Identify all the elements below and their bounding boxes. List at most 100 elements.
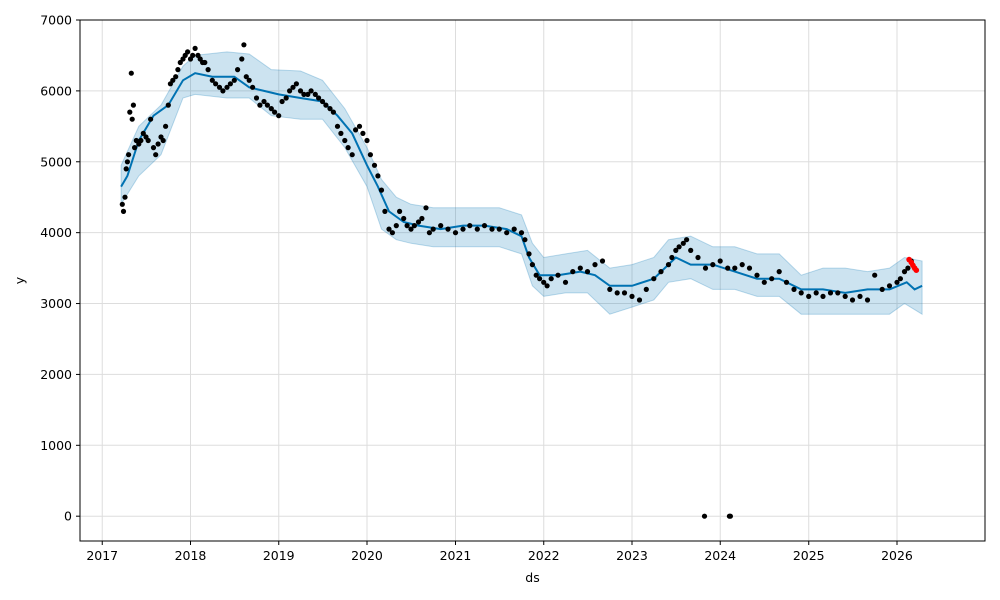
observed-point	[308, 88, 314, 94]
observed-point	[246, 77, 252, 83]
observed-point	[213, 81, 219, 87]
observed-point	[511, 226, 517, 232]
observed-point	[316, 95, 322, 101]
observed-point	[264, 102, 270, 108]
forecast-line-path	[120, 72, 923, 294]
observed-point	[220, 88, 226, 94]
observed-point	[727, 513, 734, 519]
observed-point	[584, 269, 591, 275]
observed-point	[562, 279, 569, 285]
observed-point	[411, 223, 417, 229]
observed-point	[636, 297, 643, 303]
observed-point	[250, 84, 256, 90]
observed-point	[268, 106, 274, 112]
y-tick-label: 3000	[40, 296, 72, 311]
observed-point	[353, 127, 359, 133]
x-tick-label: 2024	[704, 548, 736, 563]
observed-point	[806, 293, 812, 299]
y-tick-label: 4000	[40, 225, 72, 240]
observed-point	[864, 297, 871, 303]
observed-point	[345, 145, 351, 151]
observed-point	[155, 141, 161, 147]
observed-point	[327, 106, 333, 112]
observed-point	[130, 102, 136, 108]
y-tick-label: 2000	[40, 367, 72, 382]
observed-point	[128, 70, 134, 76]
observed-point	[224, 84, 230, 90]
observed-point	[701, 513, 708, 519]
observed-point	[243, 74, 249, 80]
observed-point	[438, 223, 444, 229]
observed-point	[122, 194, 128, 200]
observed-point	[216, 84, 223, 90]
observed-point	[518, 230, 525, 236]
observed-point	[651, 276, 657, 282]
observed-point	[378, 187, 385, 193]
uncertainty-band	[120, 51, 923, 316]
observed-point	[905, 265, 911, 271]
observed-point	[555, 272, 561, 278]
observed-point	[522, 237, 528, 243]
observed-point	[676, 244, 682, 250]
x-tick-label: 2017	[86, 548, 118, 563]
axis-ticks: 2017 2018 2019 2020 2021 2022 2023 2024 2025 2026…	[40, 13, 913, 564]
observed-point	[621, 290, 628, 296]
observed-point	[241, 42, 247, 48]
y-tick-label: 1000	[40, 438, 72, 453]
observed-point	[504, 230, 510, 236]
observed-point	[827, 290, 834, 296]
observed-point	[371, 162, 378, 168]
observed-point	[165, 102, 171, 108]
observed-point	[397, 208, 403, 214]
observed-point	[496, 226, 502, 232]
observed-point	[423, 205, 429, 211]
observed-point	[160, 137, 166, 144]
observed-point	[430, 226, 436, 232]
observed-point	[474, 226, 480, 232]
observed-point	[607, 286, 613, 292]
observed-point	[849, 297, 856, 303]
x-tick-label: 2025	[793, 548, 825, 563]
observed-point	[754, 272, 760, 278]
observed-point	[857, 293, 863, 299]
observed-point	[127, 109, 133, 115]
forecast-line	[120, 72, 923, 294]
observed-point	[360, 130, 366, 136]
observed-point	[239, 56, 245, 62]
observed-point	[150, 145, 157, 151]
observed-point	[312, 91, 318, 97]
observed-point	[629, 293, 635, 299]
observed-point	[669, 254, 675, 261]
observed-point	[401, 215, 407, 222]
observed-point	[445, 226, 451, 232]
x-tick-label: 2019	[263, 548, 295, 563]
observed-point	[886, 283, 893, 289]
observed-point	[643, 286, 649, 292]
observed-point	[592, 262, 598, 268]
x-axis-title: ds	[525, 570, 539, 585]
observed-point	[297, 88, 304, 94]
observed-point	[408, 226, 414, 232]
observed-point	[356, 123, 363, 129]
observed-point	[419, 215, 425, 222]
observed-point	[404, 223, 410, 229]
observed-point	[170, 77, 176, 83]
observed-point	[276, 113, 282, 119]
observed-points	[119, 42, 914, 519]
observed-point	[813, 290, 819, 296]
x-tick-label: 2018	[175, 548, 207, 563]
observed-point	[205, 67, 211, 73]
observed-point	[173, 74, 179, 80]
observed-point	[342, 137, 348, 144]
observed-point	[175, 67, 181, 73]
observed-point	[673, 247, 679, 253]
observed-point	[338, 130, 344, 136]
observed-point	[835, 290, 841, 296]
observed-point	[334, 123, 341, 129]
observed-point	[364, 137, 370, 144]
observed-point	[138, 137, 144, 144]
y-axis-title: y	[12, 276, 27, 284]
observed-point	[231, 77, 237, 83]
observed-point	[120, 208, 127, 214]
observed-point	[386, 226, 392, 232]
